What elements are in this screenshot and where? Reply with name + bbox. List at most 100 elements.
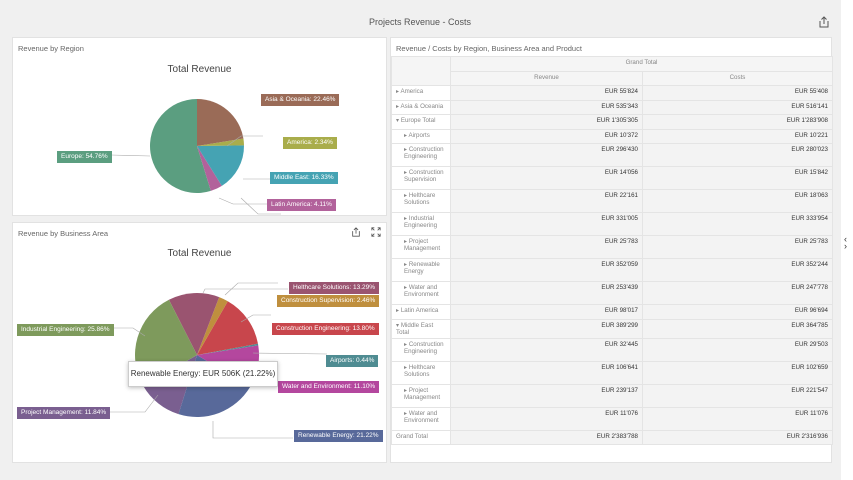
row-label: Europe Total — [400, 117, 436, 124]
row-header[interactable]: ▸ Industrial Engineering — [391, 212, 451, 236]
pivot-grid-panel: Revenue / Costs by Region, Business Area… — [390, 37, 833, 463]
table-row: ▸ Latin America EUR 98'017 EUR 96'694 — [391, 304, 833, 320]
row-header[interactable]: ▾ Europe Total — [391, 114, 451, 130]
expand-icon[interactable]: ▸ — [404, 409, 408, 417]
dashboard-title: Projects Revenue - Costs — [368, 17, 472, 27]
row-label: Asia & Oceania — [400, 102, 444, 110]
table-row: ▸ Project Management EUR 239'137 EUR 221'5… — [391, 383, 833, 408]
table-row: ▸ America EUR 55'824 EUR 55'408 — [391, 85, 833, 101]
pie-slice-europe[interactable] — [149, 99, 211, 193]
pie-label: Industrial Engineering: 25.86% — [17, 324, 114, 336]
revenue-cell: EUR 98'017 — [450, 304, 643, 320]
revenue-cell: EUR 22'161 — [450, 189, 643, 213]
costs-header[interactable]: Costs — [642, 70, 833, 86]
row-header[interactable]: ▸ Latin America — [391, 304, 451, 320]
expand-icon[interactable]: ▸ — [404, 238, 408, 245]
pie-slice-airports[interactable] — [197, 343, 259, 355]
pivot-grid: Grand Total Revenue Costs ▸ America EUR 55… — [391, 56, 833, 445]
revenue-cell: EUR 10'372 — [450, 128, 643, 144]
chart-title: Total Revenue — [167, 64, 232, 75]
costs-cell: EUR 516'141 — [642, 99, 833, 115]
expand-icon[interactable]: ▸ — [404, 169, 408, 176]
costs-cell: EUR 25'783 — [642, 235, 833, 259]
costs-cell: EUR 2'316'936 — [642, 429, 833, 445]
row-header[interactable]: ▸ Construction Engineering — [391, 337, 451, 362]
pie-label: Construction Supervision: 2.46% — [277, 295, 380, 307]
maximize-icon[interactable] — [371, 227, 381, 237]
row-label: Helthcare Solutions — [404, 192, 436, 206]
costs-cell: EUR 29'503 — [642, 337, 833, 362]
business-area-pie-chart — [105, 282, 328, 439]
costs-cell: EUR 15'842 — [642, 166, 833, 190]
row-header[interactable]: ▸ Helthcare Solutions — [391, 360, 451, 385]
costs-cell: EUR 364'785 — [642, 318, 833, 339]
table-row: ▸ Industrial Engineering EUR 331'005 EUR 3… — [391, 212, 833, 236]
revenue-cell: EUR 11'076 — [450, 406, 643, 431]
expand-icon[interactable]: ▸ — [396, 88, 400, 95]
table-row: ▾ Europe Total EUR 1'305'305 EUR 1'283'908 — [391, 114, 833, 130]
expand-icon[interactable]: ▸ — [404, 215, 408, 222]
row-header[interactable]: ▸ Airports — [391, 128, 451, 144]
row-header[interactable]: ▸ Water and Environment — [391, 281, 451, 305]
row-label: Project Management — [404, 238, 441, 252]
expand-icon[interactable]: ▸ — [404, 363, 408, 371]
pie-slice-construction-supervision[interactable] — [197, 297, 228, 355]
revenue-header[interactable]: Revenue — [450, 70, 643, 86]
row-header[interactable]: ▸ Project Management — [391, 383, 451, 408]
revenue-cell: EUR 296'430 — [450, 143, 643, 167]
expand-icon[interactable]: ▸ — [404, 261, 408, 268]
row-header[interactable]: ▸ Asia & Oceania — [391, 99, 451, 115]
revenue-cell: EUR 106'641 — [450, 360, 643, 385]
expand-icon[interactable]: ▸ — [404, 284, 408, 291]
export-icon[interactable] — [818, 16, 830, 28]
row-header[interactable]: Grand Total — [391, 429, 451, 445]
row-label: Helthcare Solutions — [404, 363, 436, 378]
row-header[interactable]: ▾ Middle East Total — [391, 318, 451, 339]
pie-slice-middle-east[interactable] — [197, 145, 244, 186]
revenue-cell: EUR 2'383'788 — [450, 429, 643, 445]
expand-icon[interactable]: ▸ — [404, 146, 408, 153]
costs-cell: EUR 333'954 — [642, 212, 833, 236]
expand-icon[interactable]: ▸ — [404, 192, 408, 199]
costs-cell: EUR 102'659 — [642, 360, 833, 385]
expand-icon[interactable]: ▸ — [404, 386, 408, 394]
pie-slice-helthcare-solutions[interactable] — [168, 293, 220, 355]
expand-icon[interactable]: ▾ — [396, 321, 400, 329]
expand-icon[interactable]: ▸ — [396, 102, 400, 110]
row-header[interactable]: ▸ Construction Engineering — [391, 143, 451, 167]
row-label: America — [400, 88, 424, 95]
expand-icon[interactable]: ▸ — [404, 340, 408, 348]
row-label: Renewable Energy — [404, 261, 440, 275]
table-row: ▸ Renewable Energy EUR 352'059 EUR 352'244 — [391, 258, 833, 282]
row-header[interactable]: ▸ Renewable Energy — [391, 258, 451, 282]
expand-icon[interactable]: ▾ — [396, 117, 400, 124]
table-row: ▸ Water and Environment EUR 253'439 EUR 24… — [391, 281, 833, 305]
row-header[interactable]: ▸ Project Management — [391, 235, 451, 259]
costs-cell: EUR 11'076 — [642, 406, 833, 431]
row-header[interactable]: ▸ Helthcare Solutions — [391, 189, 451, 213]
table-row: ▸ Construction Engineering EUR 296'430 EUR… — [391, 143, 833, 167]
grand-total-header[interactable]: Grand Total — [450, 56, 833, 72]
revenue-cell: EUR 239'137 — [450, 383, 643, 408]
pie-slice-latin-america[interactable] — [197, 146, 222, 191]
row-header[interactable]: ▸ Construction Supervision — [391, 166, 451, 190]
expand-icon[interactable]: ▸ — [404, 131, 408, 139]
costs-cell: EUR 280'023 — [642, 143, 833, 167]
export-icon[interactable] — [351, 227, 361, 237]
pie-slice-construction-engineering[interactable] — [197, 301, 258, 355]
row-header[interactable]: ▸ America — [391, 85, 451, 101]
side-panel-toggle-icon[interactable]: ‹ › — [844, 234, 847, 251]
costs-cell: EUR 10'221 — [642, 128, 833, 144]
row-label: Construction Engineering — [404, 340, 444, 355]
expand-icon[interactable]: ▸ — [396, 307, 400, 314]
table-row: ▸ Asia & Oceania EUR 535'343 EUR 516'141 — [391, 99, 833, 115]
table-row: ▾ Middle East Total EUR 389'299 EUR 364'78… — [391, 318, 833, 339]
pie-slice-asia-oceania[interactable] — [197, 99, 244, 146]
panel-title: Revenue by Region — [18, 44, 84, 53]
side-panel-strip — [841, 0, 853, 480]
pie-label: Airports: 0.44% — [326, 355, 379, 367]
row-header[interactable]: ▸ Water and Environment — [391, 406, 451, 431]
pie-slice-america[interactable] — [197, 138, 244, 146]
revenue-by-region-panel: Revenue by Region Total Revenue Asia & O… — [12, 37, 387, 216]
costs-cell: EUR 221'547 — [642, 383, 833, 408]
